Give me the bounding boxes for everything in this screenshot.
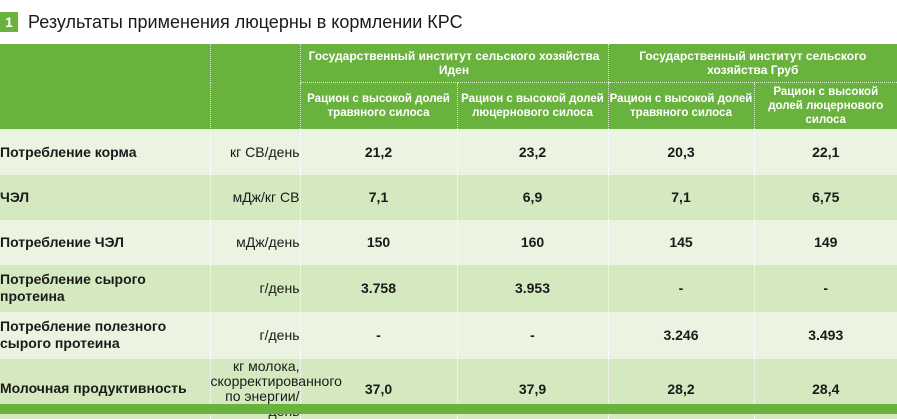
table-cell: 149 xyxy=(753,219,897,265)
table-title: Результаты применения люцерны в кормлени… xyxy=(28,12,463,32)
table-cell: 3.493 xyxy=(753,311,897,359)
table-row: Потребление полезного сырого протеина г/… xyxy=(0,311,897,359)
row-unit: г/день xyxy=(210,311,301,359)
table-row: Потребление корма кг СВ/день 21,2 23,2 2… xyxy=(0,129,897,175)
header-unit-blank-cell xyxy=(210,44,300,130)
table-cell: 150 xyxy=(299,219,457,265)
table-cell: 21,2 xyxy=(299,129,457,175)
table-cell: 6,9 xyxy=(456,174,608,220)
table-cell: 145 xyxy=(607,219,754,265)
table-row: ЧЭЛ мДж/кг СВ 7,1 6,9 7,1 6,75 xyxy=(0,174,897,220)
figure-number-badge: 1 xyxy=(0,12,18,32)
row-label: ЧЭЛ xyxy=(0,174,211,220)
table-cell: 3.953 xyxy=(456,264,608,312)
results-table: Государственный институт сельского хозяй… xyxy=(0,44,897,419)
table-cell: - xyxy=(753,264,897,312)
table-cell: - xyxy=(607,264,754,312)
institute-header-grub: Государственный институт сельского хозяй… xyxy=(607,44,897,83)
row-unit: г/день xyxy=(210,264,301,312)
table-cell: 23,2 xyxy=(456,129,608,175)
bottom-divider xyxy=(0,404,897,414)
table-row: Потребление ЧЭЛ мДж/день 150 160 145 149 xyxy=(0,219,897,265)
ration-header: Рацион с высокой долей травяного силоса xyxy=(607,82,754,129)
table-cell: 22,1 xyxy=(753,129,897,175)
row-unit: кг СВ/день xyxy=(210,129,301,175)
row-unit: мДж/кг СВ xyxy=(210,174,301,220)
table-row: Потребление сырого протеина г/день 3.758… xyxy=(0,264,897,312)
row-unit: мДж/день xyxy=(210,219,301,265)
table-cell: 7,1 xyxy=(299,174,457,220)
ration-header: Рацион с высокой долей люцернового силос… xyxy=(456,82,608,129)
header-row-rations: Рацион с высокой долей травяного силоса … xyxy=(0,82,897,129)
table-title-bar: 1 Результаты применения люцерны в кормле… xyxy=(0,10,897,36)
table-cell: - xyxy=(299,311,457,359)
table-cell: 7,1 xyxy=(607,174,754,220)
table-cell: 160 xyxy=(456,219,608,265)
institute-header-iden: Государственный институт сельского хозяй… xyxy=(299,44,608,83)
table-cell: 3.246 xyxy=(607,311,754,359)
ration-header: Рацион с высокой долей травяного силоса xyxy=(299,82,457,129)
row-label: Потребление сырого протеина xyxy=(0,264,211,312)
table-cell: - xyxy=(456,311,608,359)
header-blank-cell xyxy=(0,44,211,130)
table-cell: 6,75 xyxy=(753,174,897,220)
table-cell: 20,3 xyxy=(607,129,754,175)
ration-header: Рацион с высокой долей люцернового силос… xyxy=(753,82,897,129)
header-row-institutes: Государственный институт сельского хозяй… xyxy=(0,44,897,130)
table-cell: 3.758 xyxy=(299,264,457,312)
row-label: Потребление корма xyxy=(0,129,211,175)
row-label: Потребление полезного сырого протеина xyxy=(0,311,211,359)
row-label: Потребление ЧЭЛ xyxy=(0,219,211,265)
